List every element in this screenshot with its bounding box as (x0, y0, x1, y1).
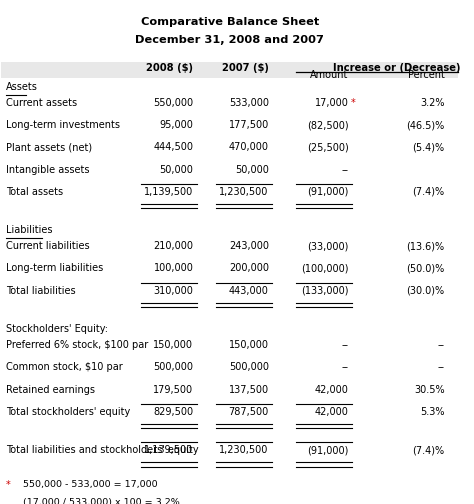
Text: Increase or (Decrease): Increase or (Decrease) (333, 63, 461, 73)
Text: 42,000: 42,000 (315, 407, 349, 417)
Text: (30.0)%: (30.0)% (407, 286, 445, 296)
Text: (91,000): (91,000) (307, 187, 349, 197)
Text: (46.5)%: (46.5)% (407, 120, 445, 130)
Text: 150,000: 150,000 (154, 340, 193, 350)
Text: 243,000: 243,000 (229, 241, 269, 251)
Text: Total liabilities: Total liabilities (6, 286, 75, 296)
Text: (91,000): (91,000) (307, 445, 349, 455)
Text: 2008 ($): 2008 ($) (146, 63, 193, 73)
Text: 470,000: 470,000 (229, 143, 269, 152)
Text: 1,230,500: 1,230,500 (219, 445, 269, 455)
Text: 5.3%: 5.3% (420, 407, 445, 417)
Text: --: -- (438, 340, 445, 350)
Bar (1, 62, 458, 78)
Text: 50,000: 50,000 (159, 165, 193, 174)
Text: 42,000: 42,000 (315, 385, 349, 395)
Text: 30.5%: 30.5% (414, 385, 445, 395)
Text: 200,000: 200,000 (229, 264, 269, 274)
Text: --: -- (342, 165, 349, 174)
Text: Current liabilities: Current liabilities (6, 241, 90, 251)
Text: 2007 ($): 2007 ($) (222, 63, 269, 73)
Text: 310,000: 310,000 (154, 286, 193, 296)
Text: (7.4)%: (7.4)% (412, 445, 445, 455)
Text: (17,000 / 533,000) x 100 = 3.2%: (17,000 / 533,000) x 100 = 3.2% (23, 498, 180, 504)
Text: Total assets: Total assets (6, 187, 63, 197)
Text: 210,000: 210,000 (154, 241, 193, 251)
Text: 787,500: 787,500 (228, 407, 269, 417)
Text: 500,000: 500,000 (154, 362, 193, 372)
Text: Assets: Assets (6, 82, 38, 92)
Text: --: -- (438, 362, 445, 372)
Text: 1,139,500: 1,139,500 (144, 445, 193, 455)
Text: 550,000 - 533,000 = 17,000: 550,000 - 533,000 = 17,000 (23, 480, 158, 489)
Text: (13.6)%: (13.6)% (407, 241, 445, 251)
Text: Comparative Balance Sheet: Comparative Balance Sheet (141, 17, 319, 27)
Text: (33,000): (33,000) (307, 241, 349, 251)
Text: 829,500: 829,500 (153, 407, 193, 417)
Text: (133,000): (133,000) (301, 286, 349, 296)
Text: Amount: Amount (310, 70, 349, 80)
Text: 500,000: 500,000 (229, 362, 269, 372)
Text: 533,000: 533,000 (229, 98, 269, 108)
Text: Stockholders' Equity:: Stockholders' Equity: (6, 324, 108, 334)
Text: 100,000: 100,000 (154, 264, 193, 274)
Text: 550,000: 550,000 (153, 98, 193, 108)
Text: (82,500): (82,500) (307, 120, 349, 130)
Text: (100,000): (100,000) (301, 264, 349, 274)
Text: Percent: Percent (408, 70, 445, 80)
Text: 1,230,500: 1,230,500 (219, 187, 269, 197)
Text: Retained earnings: Retained earnings (6, 385, 95, 395)
Text: Plant assets (net): Plant assets (net) (6, 143, 92, 152)
Text: Preferred 6% stock, $100 par: Preferred 6% stock, $100 par (6, 340, 148, 350)
Text: 3.2%: 3.2% (420, 98, 445, 108)
Text: 444,500: 444,500 (154, 143, 193, 152)
Text: 17,000: 17,000 (315, 98, 349, 108)
Text: 50,000: 50,000 (235, 165, 269, 174)
Text: 95,000: 95,000 (159, 120, 193, 130)
Text: Liabilities: Liabilities (6, 225, 53, 235)
Text: Common stock, $10 par: Common stock, $10 par (6, 362, 123, 372)
Text: Current assets: Current assets (6, 98, 77, 108)
Text: (50.0)%: (50.0)% (407, 264, 445, 274)
Text: Total liabilities and stockholders' equity: Total liabilities and stockholders' equi… (6, 445, 199, 455)
Text: Long-term investments: Long-term investments (6, 120, 120, 130)
Text: 137,500: 137,500 (228, 385, 269, 395)
Text: --: -- (342, 340, 349, 350)
Text: Total stockholders' equity: Total stockholders' equity (6, 407, 130, 417)
Text: Intangible assets: Intangible assets (6, 165, 90, 174)
Text: 179,500: 179,500 (153, 385, 193, 395)
Text: (7.4)%: (7.4)% (412, 187, 445, 197)
Text: --: -- (342, 362, 349, 372)
Text: (25,500): (25,500) (307, 143, 349, 152)
Text: 1,139,500: 1,139,500 (144, 187, 193, 197)
Text: Long-term liabilities: Long-term liabilities (6, 264, 103, 274)
Text: 443,000: 443,000 (229, 286, 269, 296)
Text: (5.4)%: (5.4)% (412, 143, 445, 152)
Text: *: * (6, 480, 11, 490)
Text: *: * (351, 98, 356, 108)
Text: 177,500: 177,500 (228, 120, 269, 130)
Text: 150,000: 150,000 (229, 340, 269, 350)
Text: December 31, 2008 and 2007: December 31, 2008 and 2007 (136, 35, 324, 45)
